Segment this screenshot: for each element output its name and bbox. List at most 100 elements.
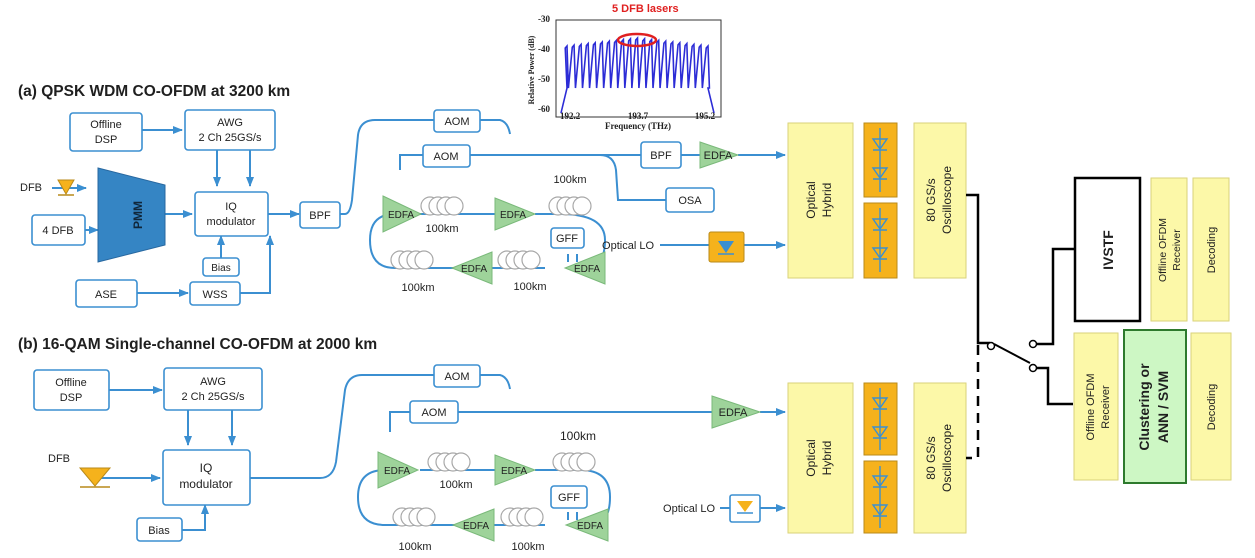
ivstf-label: IVSTF (1100, 230, 1116, 270)
edfa-label: EDFA (463, 521, 489, 532)
ytick-label: -30 (538, 14, 550, 24)
aom-top-label: AOM (444, 116, 469, 128)
title-b: (b) 16-QAM Single-channel CO-OFDM at 200… (18, 336, 377, 353)
spectrum-trace (560, 35, 715, 114)
edfa-label: EDFA (574, 264, 600, 275)
loop (368, 213, 545, 269)
edfa-label: EDFA (384, 466, 410, 477)
pmm-trapezoid (97, 167, 166, 263)
bpf-output-block (640, 141, 682, 169)
fiber-spool-icon (414, 250, 434, 270)
iq-modulator-block (162, 449, 251, 506)
link (567, 512, 578, 520)
inset-ylabel: Relative Power (dB) (527, 35, 536, 104)
pmm-label: PMM (131, 201, 145, 229)
link (196, 504, 209, 531)
xtick-label: 192.2 (560, 111, 581, 121)
offline-dsp-label: Offline (55, 377, 87, 389)
bpf-input-block (299, 201, 341, 229)
offline-ofdm-label: Offline OFDM (1085, 373, 1097, 440)
iq-label: modulator (207, 216, 256, 228)
span-label: 100km (513, 281, 546, 293)
wss-label: WSS (202, 289, 227, 301)
link (399, 154, 423, 170)
aom-block (422, 144, 471, 168)
title-a: (a) QPSK WDM CO-OFDM at 3200 km (18, 83, 290, 100)
photodiode-icon (871, 128, 889, 272)
classifier-label: ANN / SVM (1155, 371, 1171, 443)
spectrum-inset: 5 DFB lasers -30 -40 -50 -60 192.2 193.7… (527, 3, 722, 131)
awg-label: 2 Ch 25GS/s (182, 391, 245, 403)
gff-block (550, 485, 588, 509)
optical-lo-label: Optical LO (663, 503, 715, 515)
fiber-spool-icon (444, 196, 464, 216)
classifier-label: Clustering or (1136, 363, 1152, 451)
four-dfb-label: 4 DFB (42, 225, 73, 237)
dsp-chain-bottom: Offline OFDM Receiver Clustering or ANN … (1073, 329, 1232, 484)
optical-lo-label: Optical LO (602, 240, 654, 252)
dfb-laser-icon (57, 179, 75, 196)
offline-ofdm-receiver-block (1073, 332, 1119, 481)
link (567, 254, 578, 262)
link (480, 374, 511, 390)
span-label: 100km (439, 479, 472, 491)
inset-xlabel: Frequency (THz) (605, 121, 671, 131)
dfb-label: DFB (48, 453, 70, 465)
span-label: 100km (398, 541, 431, 553)
offline-ofdm-label: Receiver (1171, 229, 1183, 271)
awg-block (184, 109, 276, 151)
link (389, 411, 410, 432)
highlight-ellipse (616, 32, 658, 48)
aom-block (409, 400, 459, 424)
ytick-label: -60 (538, 104, 550, 114)
loop (356, 469, 545, 526)
aom-top-label: AOM (444, 371, 469, 383)
aom-top-block (433, 364, 481, 388)
link (240, 235, 274, 294)
wss-block (189, 281, 241, 306)
switch-arm[interactable] (993, 343, 1031, 364)
edfa-label: EDFA (461, 264, 487, 275)
osa-block (665, 187, 715, 213)
edfa-amplifier (494, 454, 537, 486)
decoding-label: Decoding (1206, 227, 1218, 273)
switch-wire-dashed (966, 345, 980, 460)
awg-label: 2 Ch 25GS/s (199, 132, 262, 144)
scope-label: Oscilloscope (940, 424, 954, 492)
optical-hybrid-block (787, 122, 854, 279)
span-label: 100km (553, 174, 586, 186)
switch-wire (1037, 366, 1073, 406)
link (480, 119, 511, 135)
section-a: Offline DSP AWG 2 Ch 25GS/s DFB 4 DFB PM… (20, 109, 967, 308)
switch-pivot[interactable] (986, 341, 996, 351)
edfa-amplifier (382, 195, 423, 233)
dfb-laser-icon (78, 467, 112, 487)
switch-contact-bottom[interactable] (1028, 363, 1038, 373)
edfa-amplifier (564, 508, 609, 542)
bias-label: Bias (211, 263, 230, 274)
bpf-output-label: BPF (650, 150, 672, 162)
span-label: 100km (425, 223, 458, 235)
fiber-spool-icon (576, 452, 596, 472)
xtick-label: 195.2 (695, 111, 716, 121)
gff-label: GFF (558, 492, 580, 504)
oscilloscope-block (913, 122, 967, 279)
offline-dsp-label: Offline (90, 119, 122, 131)
edfa-label: EDFA (719, 407, 748, 419)
decoding-block (1192, 177, 1230, 322)
xtick-label: 193.7 (628, 111, 649, 121)
span-label: 100km (401, 282, 434, 294)
switch-wire (1037, 247, 1075, 346)
gff-block (550, 227, 585, 249)
bias-block (202, 257, 240, 277)
awg-label: AWG (200, 376, 226, 388)
edfa-amplifier (494, 197, 537, 231)
fiber-spool-icon (451, 452, 471, 472)
edfa-label: EDFA (388, 210, 414, 221)
iq-modulator-block (194, 191, 269, 237)
processing-switch (966, 193, 1075, 460)
oscilloscope-block (913, 382, 967, 534)
hybrid-label: Optical (804, 439, 818, 476)
switch-contact-top[interactable] (1028, 339, 1038, 349)
